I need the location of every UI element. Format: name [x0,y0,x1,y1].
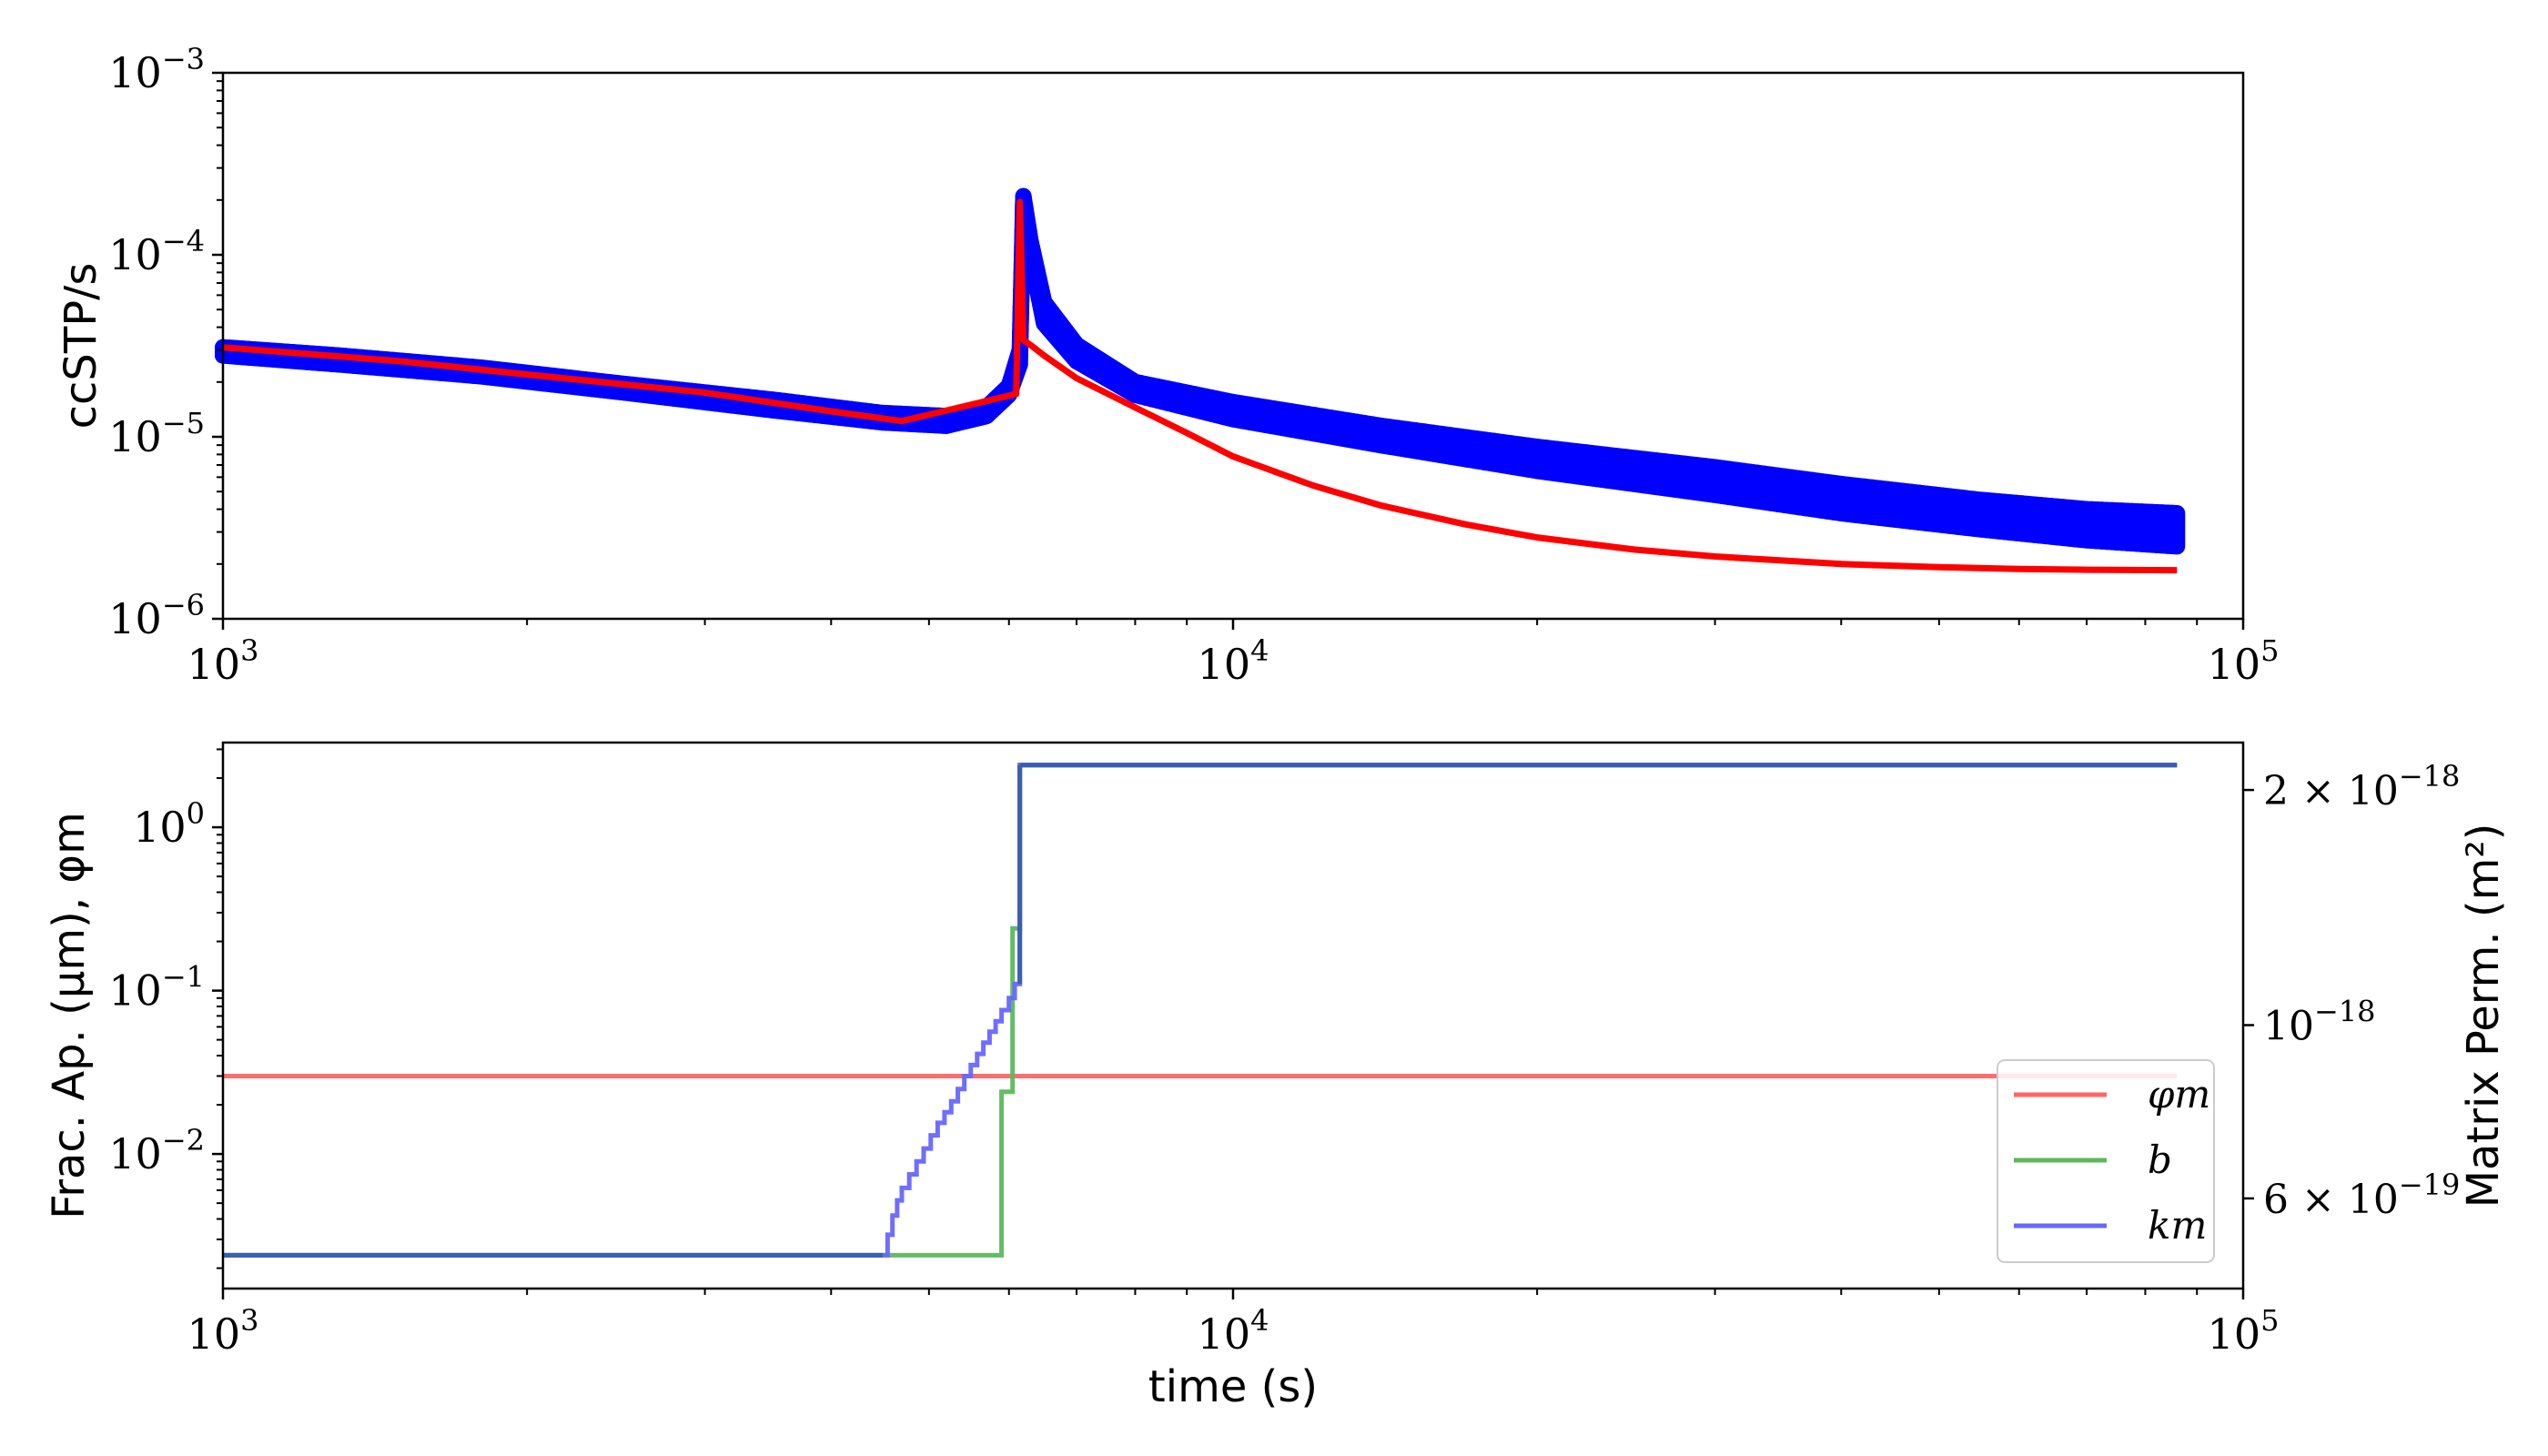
top-xtick-label-base: 10 [2208,640,2261,689]
bottom-xtick-label-base: 10 [2208,1309,2261,1359]
top-xtick-label: 103 [187,633,259,689]
top-xtick-label: 105 [2208,633,2280,689]
legend: φm b km [1997,1059,2215,1263]
bottom-y2tick-label-prefix: 2 × [2263,768,2348,814]
top-ytick-label-exp: −5 [162,406,205,440]
bottom-ytick-label-exp: −2 [162,1123,205,1158]
overlap-line [223,763,2178,1258]
legend-label: φm [2148,1072,2210,1117]
top-ytick-label-base: 10 [108,48,162,97]
bottom-y2tick-label-exp: −19 [2399,1168,2461,1202]
bottom-y2tick-label: 6 × 10−19 [2263,1168,2460,1223]
bottom-ytick-label-exp: 0 [187,796,205,831]
b-line [223,763,2178,1258]
bottom-xtick-label: 104 [1198,1303,1269,1359]
bottom-y2tick-label-exp: −18 [2314,995,2376,1029]
bottom-ylabel: Frac. Ap. (μm), φm [44,812,95,1219]
bottom-y2tick-label-exp: −18 [2399,759,2461,794]
bottom-y2tick-label: 10−18 [2263,995,2376,1050]
bottom-y2tick-label: 2 × 10−18 [2263,759,2460,814]
model-line [222,198,2178,574]
bottom-xtick-label: 105 [2208,1303,2280,1359]
legend-label: km [2148,1203,2207,1248]
bottom-y2tick-label-base: 10 [2348,768,2399,814]
bottom-xtick-label-exp: 5 [2260,1303,2279,1338]
top-ytick-label: 10−6 [108,588,205,643]
top-axes-frame [221,71,2245,621]
top-ytick-label-base: 10 [108,230,162,279]
bottom-xtick-label-exp: 4 [1250,1303,1269,1338]
bottom-y2tick-label-base: 10 [2263,1004,2314,1050]
bottom-ytick-label: 10−2 [108,1123,205,1178]
top-ylabel: ccSTP/s [56,263,106,430]
bottom-xtick-label-base: 10 [187,1309,241,1359]
bottom-plot-data [223,763,2178,1258]
top-ytick-label-exp: −6 [162,588,205,622]
top-xtick-label-base: 10 [187,640,241,689]
bottom-xlabel: time (s) [1148,1361,1318,1412]
bottom-xtick-label-base: 10 [1198,1309,1251,1359]
scatter-point [2163,521,2180,538]
bottom-xtick-label-exp: 3 [240,1303,258,1338]
scatter-point [2163,538,2180,554]
top-ytick-label: 10−4 [108,224,205,279]
bottom-y2tick-label-prefix: 6 × [2263,1177,2348,1223]
top-ytick-label: 10−5 [108,406,205,461]
top-xtick-label-exp: 5 [2260,633,2279,668]
top-ytick-label-exp: −4 [162,224,205,258]
bottom-ytick-label: 10−1 [108,960,205,1016]
bottom-axes-frame [221,741,2245,1290]
top-xtick-label-base: 10 [1198,640,1251,689]
top-ytick-label-base: 10 [108,412,162,461]
bottom-ytick-label-base: 10 [108,966,162,1016]
scatter-point [2163,504,2180,521]
top-plot-data [215,187,2186,574]
bottom-xtick-label: 103 [187,1303,259,1359]
bottom-ytick-label-base: 10 [133,803,187,852]
top-ytick-label-exp: −3 [162,42,205,76]
bottom-ytick-label-exp: −1 [162,960,205,995]
bottom-ytick-label: 100 [133,796,205,852]
top-xtick-label: 104 [1198,633,1269,689]
top-xtick-label-exp: 3 [240,633,258,668]
top-xtick-label-exp: 4 [1250,633,1269,668]
bottom-y2tick-label-base: 10 [2348,1177,2399,1223]
km-line [223,763,2178,1258]
top-ytick-label-base: 10 [108,594,162,643]
bottom-ytick-label-base: 10 [108,1129,162,1178]
bottom-ylabel-right: Matrix Perm. (m²) [2458,824,2509,1208]
top-ytick-label: 10−3 [108,42,205,97]
legend-label: b [2148,1138,2172,1182]
